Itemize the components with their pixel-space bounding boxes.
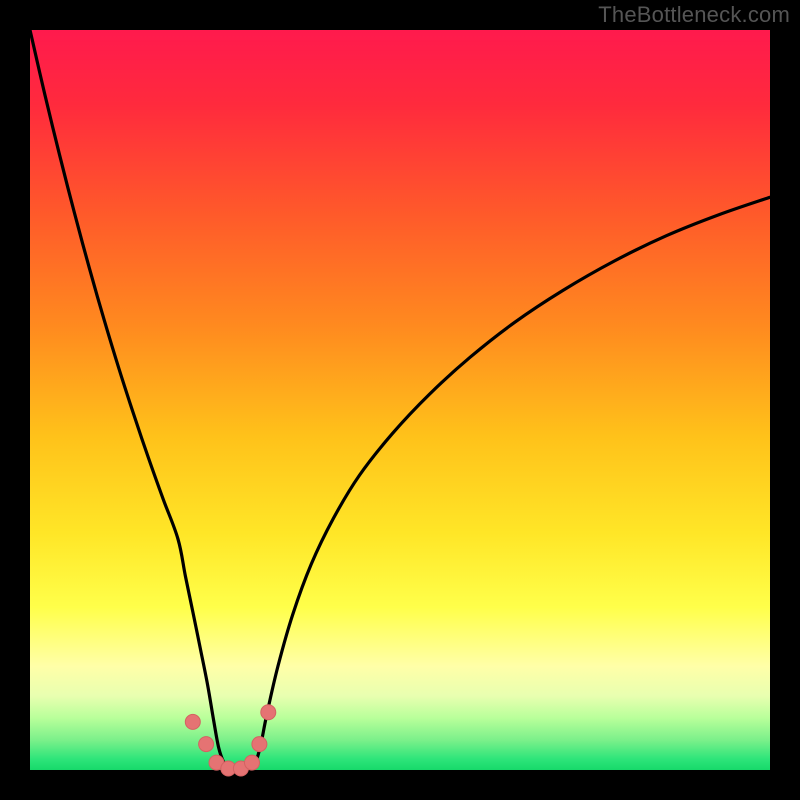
- data-marker: [252, 737, 267, 752]
- gradient-background: [30, 30, 770, 770]
- chart-container: TheBottleneck.com: [0, 0, 800, 800]
- watermark-text: TheBottleneck.com: [598, 2, 790, 28]
- data-marker: [245, 755, 260, 770]
- data-marker: [261, 705, 276, 720]
- data-marker: [199, 737, 214, 752]
- data-marker: [185, 714, 200, 729]
- bottleneck-chart: [0, 0, 800, 800]
